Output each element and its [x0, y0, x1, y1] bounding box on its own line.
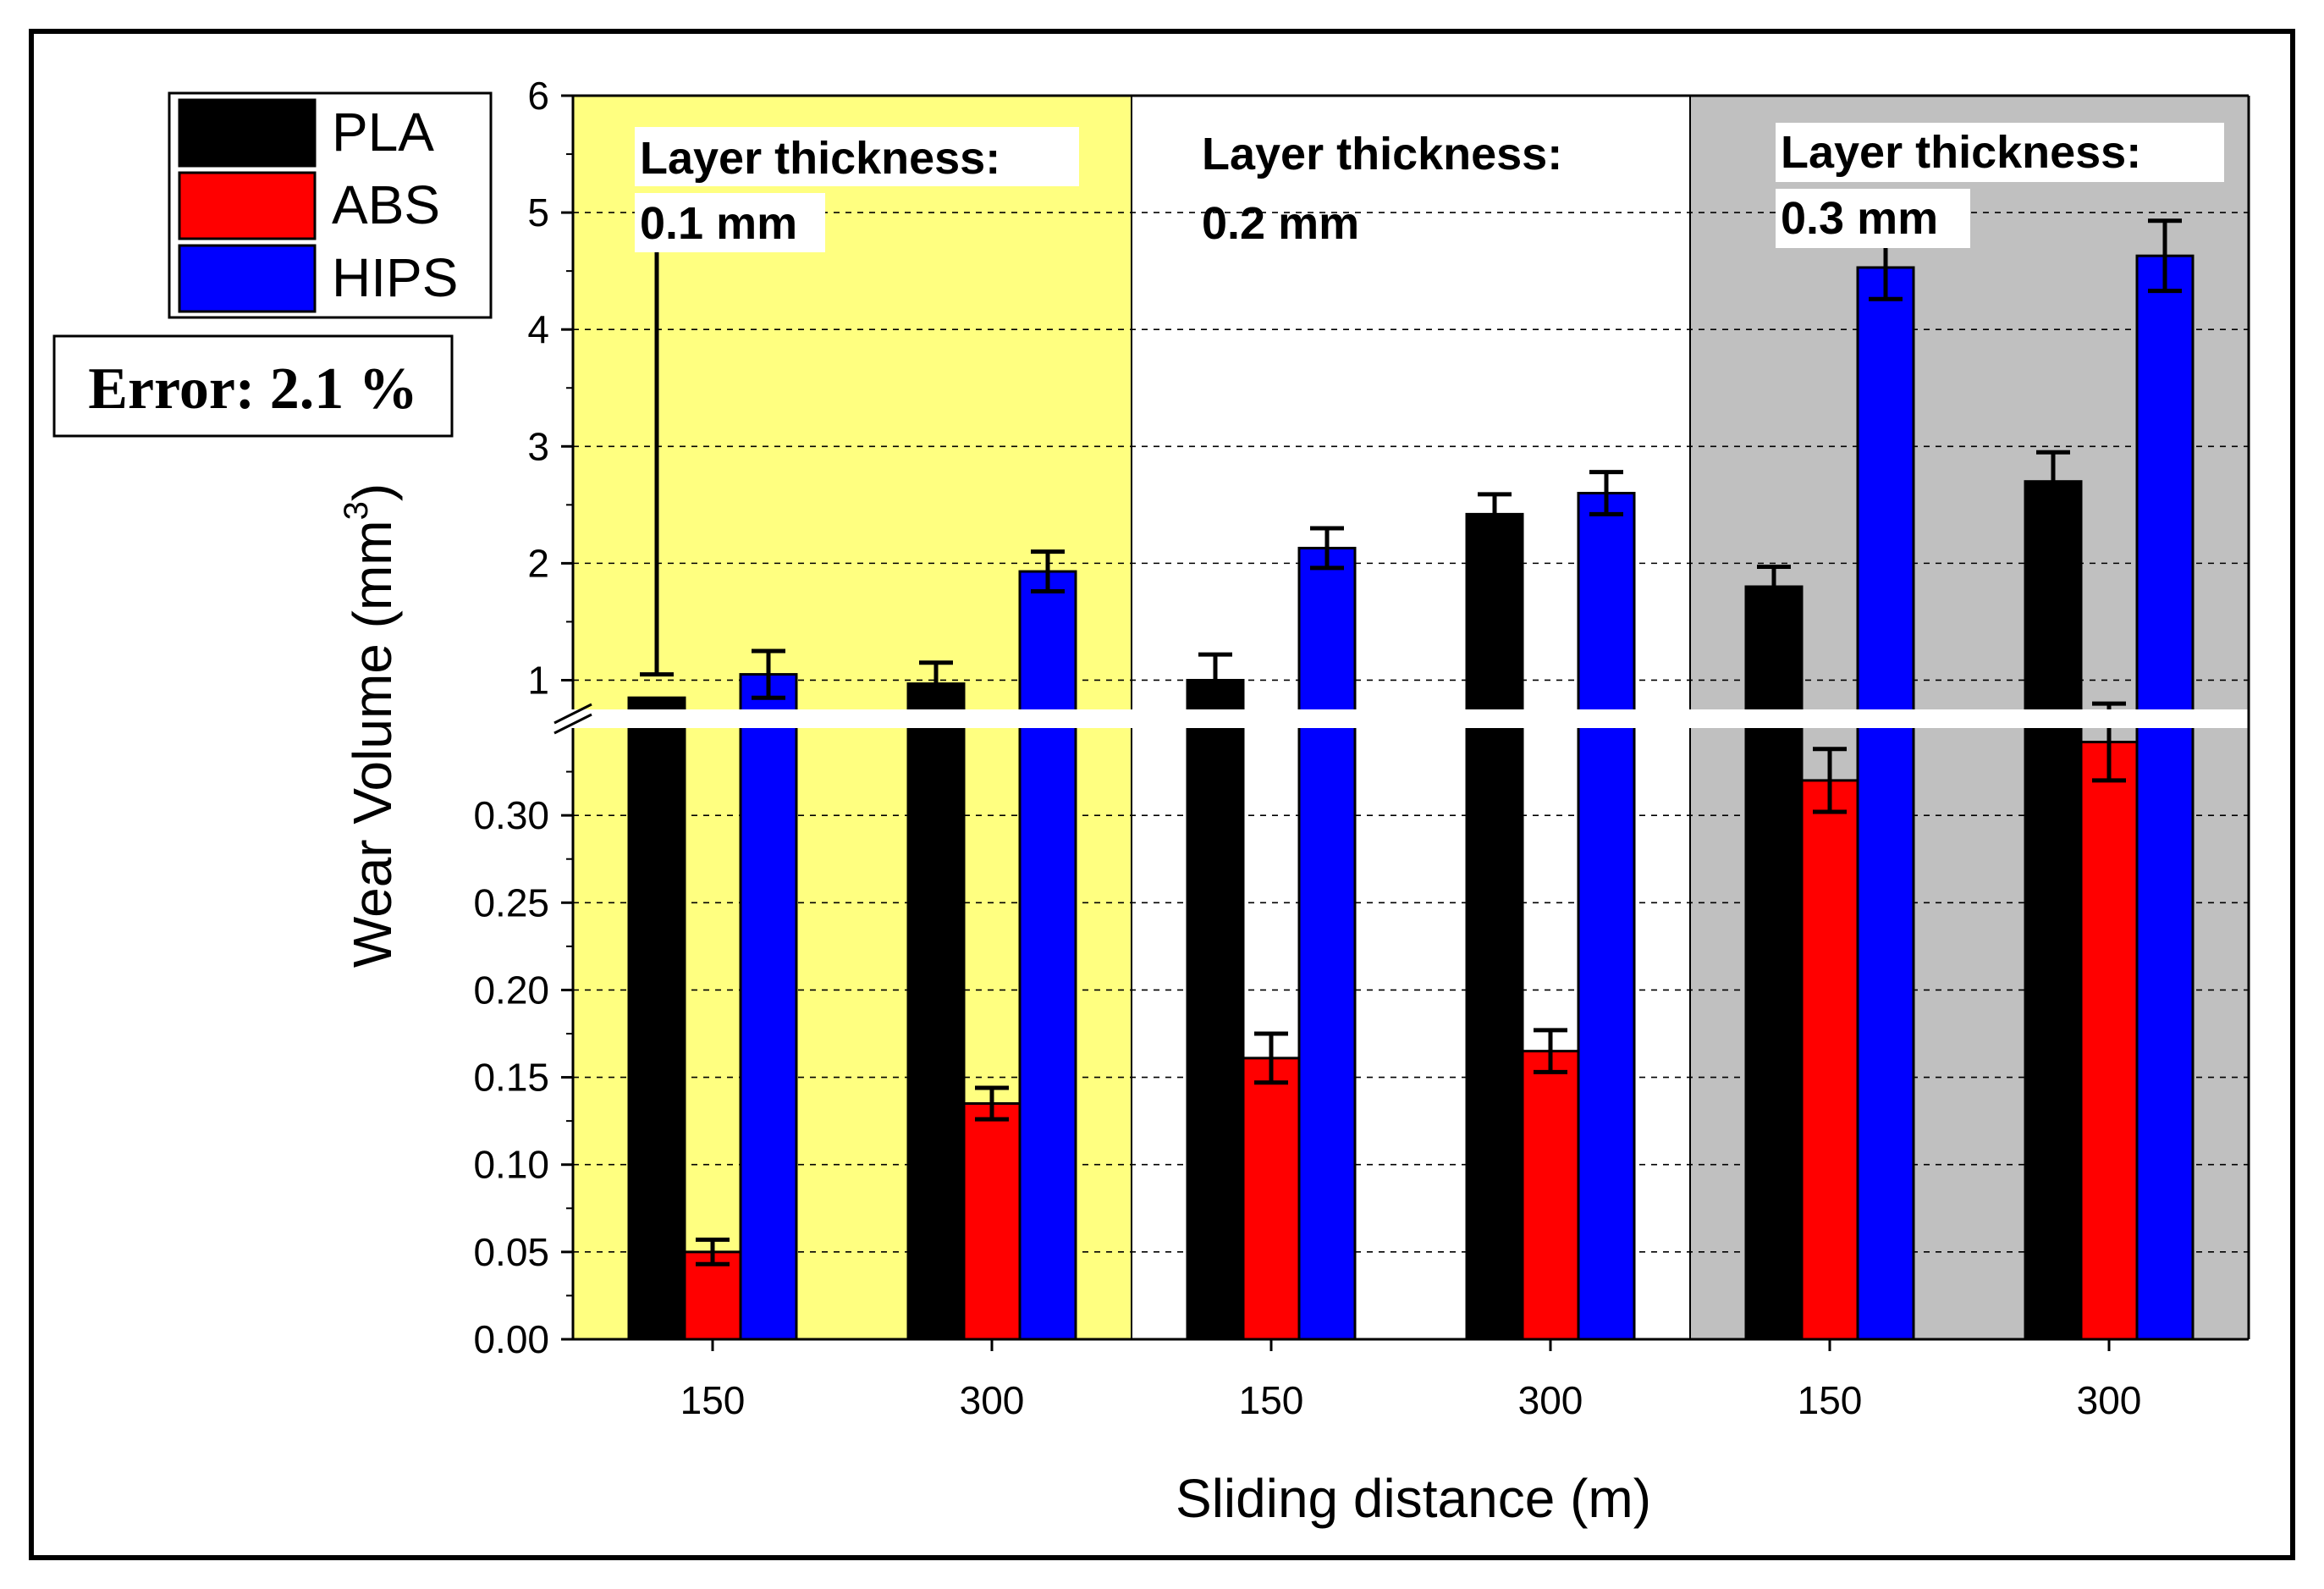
x-tick-label-6: 300 [2077, 1378, 2142, 1422]
bar-hips-1 [739, 673, 798, 1341]
x-tick-label-3: 150 [1239, 1378, 1304, 1422]
axes: 1 2 3 4 5 6 0.00 0.05 0.10 0.15 0.20 0.25 0.30 150 300… [473, 74, 2250, 1422]
error-text: Error: 2.1 % [88, 356, 417, 422]
y-tick-label-lower-2: 0.10 [473, 1143, 549, 1187]
y-tick-label-lower-3: 0.15 [473, 1056, 549, 1100]
bar-pla-3 [1186, 678, 1245, 1341]
y-tick-label-lower-0: 0.00 [473, 1317, 549, 1361]
panel-label-bg-1b [635, 193, 825, 252]
error-box [52, 334, 454, 438]
panel-label-2-line2: 0.2 mm [1202, 198, 1359, 249]
panel-label-2-line1: Layer thickness: [1202, 129, 1562, 179]
y-axis-title-close: ) [342, 483, 403, 501]
bar-hips-5 [1856, 266, 1915, 1341]
y-tick-label-lower-6: 0.30 [473, 793, 549, 837]
panel-label-1-line1: Layer thickness: [640, 133, 1000, 184]
y-tick-label-upper-2: 3 [527, 424, 549, 468]
panel-label-bg-3b [1776, 189, 1970, 248]
y-tick-label-upper-1: 2 [527, 541, 549, 585]
panel-labels: Layer thickness: 0.1 mm Layer thickness:… [635, 123, 2224, 252]
bar-pla-5 [1744, 585, 1804, 1341]
y-axis-title-main: Wear Volume (mm [342, 520, 403, 968]
axis-break-mark-top [553, 703, 592, 725]
bar-abs-2 [962, 1102, 1022, 1341]
panel-label-1-line2: 0.1 mm [640, 198, 797, 249]
figure-frame [29, 29, 2295, 1560]
y-tick-label-upper-3: 4 [527, 307, 549, 351]
x-axis-title: Sliding distance (m) [1176, 1468, 1651, 1529]
legend-swatch-pla [178, 98, 317, 168]
axis-break-band [570, 709, 2252, 728]
bar-hips-3 [1297, 546, 1357, 1341]
panel-label-3-line2: 0.3 mm [1781, 193, 1938, 244]
bar-pla-6 [2024, 480, 2083, 1341]
x-tick-label-5: 150 [1798, 1378, 1863, 1422]
legend-swatch-hips [178, 244, 317, 313]
y-tick-label-lower-5: 0.25 [473, 880, 549, 924]
y-tick-label-upper-5: 6 [527, 74, 549, 118]
legend-label-pla: PLA [332, 102, 434, 163]
bar-abs-4 [1521, 1050, 1580, 1341]
legend-label-hips: HIPS [332, 247, 458, 308]
legend-swatch-abs [178, 171, 317, 240]
bar-hips-2 [1018, 570, 1077, 1341]
bar-hips-4 [1577, 492, 1636, 1341]
y-tick-label-upper-4: 5 [527, 190, 549, 234]
bar-pla-1 [627, 696, 686, 1341]
x-tick-label-2: 300 [960, 1378, 1025, 1422]
x-tick-label-1: 150 [680, 1378, 746, 1422]
legend: PLA ABS HIPS [168, 91, 493, 319]
x-tick-label-4: 300 [1518, 1378, 1583, 1422]
bar-pla-2 [906, 682, 966, 1341]
y-axis-title-sup: 3 [338, 501, 375, 520]
y-tick-label-lower-1: 0.05 [473, 1230, 549, 1274]
bar-hips-6 [2135, 254, 2195, 1341]
bar-abs-5 [1800, 779, 1859, 1341]
bar-pla-4 [1465, 512, 1524, 1341]
y-tick-label-lower-4: 0.20 [473, 968, 549, 1012]
legend-label-abs: ABS [332, 174, 440, 235]
bar-abs-6 [2079, 741, 2139, 1341]
panel-label-bg-3a [1776, 123, 2224, 182]
axis-break [553, 703, 2252, 735]
error-annotation: Error: 2.1 % [52, 334, 454, 438]
bar-abs-3 [1242, 1057, 1301, 1341]
panel-label-3-line1: Layer thickness: [1781, 127, 2141, 178]
panel-label-bg-1a [635, 127, 1079, 186]
y-axis-title: Wear Volume (mm3) [338, 483, 403, 968]
axis-break-mark-bottom [553, 713, 592, 735]
y-tick-label-upper-0: 1 [527, 658, 549, 702]
